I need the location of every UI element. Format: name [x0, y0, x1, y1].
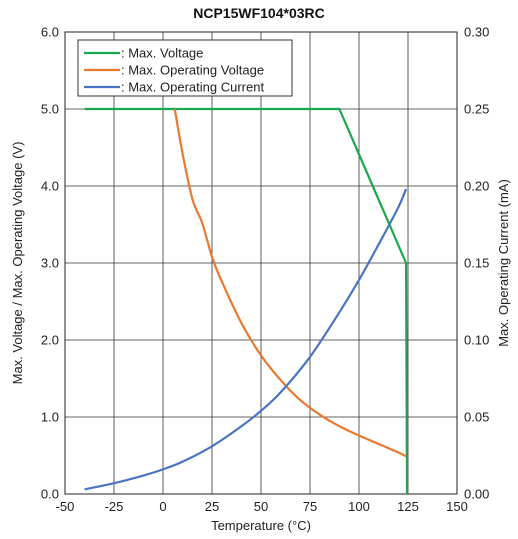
x-tick-label: 125: [397, 499, 419, 514]
x-axis-label: Temperature (°C): [211, 518, 311, 533]
x-tick-label: -50: [56, 499, 75, 514]
tick-labels: -50 -25 0 25 50 75 100 125 150 0.0 1.0 2.0 3.0 4.0 5.0…: [41, 25, 489, 515]
y-left-tick-label: 3.0: [41, 256, 59, 271]
y-right-tick-label: 0.15: [464, 256, 489, 271]
x-tick-label: 50: [254, 499, 268, 514]
x-tick-label: 100: [348, 499, 370, 514]
legend-label-0: : Max. Voltage: [121, 46, 203, 61]
legend-label-1: : Max. Operating Voltage: [121, 63, 264, 78]
y-axis-right-label: Max. Operating Current (mA): [496, 179, 511, 347]
x-tick-label: 75: [303, 499, 317, 514]
x-tick-label: 0: [159, 499, 166, 514]
y-right-tick-label: 0.10: [464, 333, 489, 348]
x-tick-label: -25: [105, 499, 124, 514]
y-right-tick-label: 0.05: [464, 410, 489, 425]
legend: : Max. Voltage : Max. Operating Voltage : …: [77, 39, 293, 97]
y-left-tick-label: 2.0: [41, 333, 59, 348]
x-tick-label: 150: [446, 499, 468, 514]
grid: [65, 32, 457, 494]
y-right-tick-label: 0.25: [464, 102, 489, 117]
y-right-tick-label: 0.30: [464, 25, 489, 40]
y-right-tick-label: 0.00: [464, 487, 489, 502]
x-tick-label: 25: [205, 499, 219, 514]
y-left-tick-label: 1.0: [41, 410, 59, 425]
y-right-tick-label: 0.20: [464, 179, 489, 194]
legend-label-2: : Max. Operating Current: [121, 80, 264, 95]
series-lines: [84, 107, 409, 495]
y-axis-left-label: Max. Voltage / Max. Operating Voltage (V…: [10, 142, 25, 385]
series-line-0: [84, 107, 409, 495]
series-line-2: [84, 188, 408, 491]
chart-title: NCP15WF104*03RC: [193, 5, 325, 21]
plot-frame: [64, 31, 458, 495]
y-left-tick-label: 4.0: [41, 179, 59, 194]
y-left-tick-label: 0.0: [41, 487, 59, 502]
series-line-1: [173, 108, 407, 458]
y-left-tick-label: 5.0: [41, 102, 59, 117]
y-left-tick-label: 6.0: [41, 25, 59, 40]
